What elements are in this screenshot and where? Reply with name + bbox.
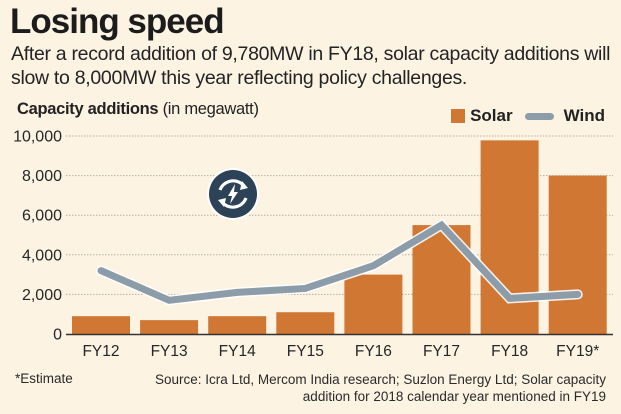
x-tick-label: FY12 xyxy=(82,343,119,360)
footnote: *Estimate xyxy=(15,371,73,386)
legend-swatch-solar xyxy=(451,109,466,123)
y-tick-label: 2,000 xyxy=(22,287,62,304)
legend-swatch-wind xyxy=(524,112,554,120)
source-note: Source: Icra Ltd, Mercom India research;… xyxy=(155,372,606,404)
legend-label-wind: Wind xyxy=(563,106,605,125)
y-tick-label: 8,000 xyxy=(22,168,62,185)
solar-bars xyxy=(72,140,607,334)
y-axis-title-main: Capacity additions xyxy=(17,100,159,118)
x-tick-label: FY17 xyxy=(423,343,460,360)
solar-bar xyxy=(140,320,199,334)
x-tick-label: FY15 xyxy=(287,343,324,360)
wind-line-group xyxy=(96,218,583,306)
solar-bar xyxy=(344,274,403,334)
chart-title: Losing speed xyxy=(10,2,225,41)
y-axis-title-unit: (in megawatt) xyxy=(162,100,259,118)
solar-bar xyxy=(548,175,607,334)
chart-subtitle: After a record addition of 9,780MW in FY… xyxy=(11,43,611,89)
x-tick-label: FY19* xyxy=(556,343,599,360)
renewable-energy-cycle-icon xyxy=(207,168,259,220)
x-tick-label: FY16 xyxy=(355,343,392,360)
solar-bar xyxy=(72,316,130,334)
y-axis-title: Capacity additions (in megawatt) xyxy=(17,100,259,119)
solar-bar xyxy=(276,312,335,334)
y-tick-label: 4,000 xyxy=(22,247,62,264)
legend: Solar Wind xyxy=(451,106,605,126)
y-tick-label: 0 xyxy=(53,327,62,344)
legend-label-solar: Solar xyxy=(470,106,513,125)
x-tick-label: FY18 xyxy=(491,343,528,360)
y-tick-label: 10,000 xyxy=(13,129,62,146)
solar-bar xyxy=(208,316,267,334)
solar-bar xyxy=(480,140,539,334)
y-tick-labels: 0 2,000 4,000 6,000 8,000 10,000 xyxy=(13,129,62,344)
x-tick-label: FY13 xyxy=(151,343,188,360)
y-tick-label: 6,000 xyxy=(22,208,62,225)
wind-line xyxy=(97,220,582,304)
x-tick-labels: FY12 FY13 FY14 FY15 FY16 FY17 FY18 FY19* xyxy=(82,343,599,360)
x-tick-label: FY14 xyxy=(219,343,256,360)
